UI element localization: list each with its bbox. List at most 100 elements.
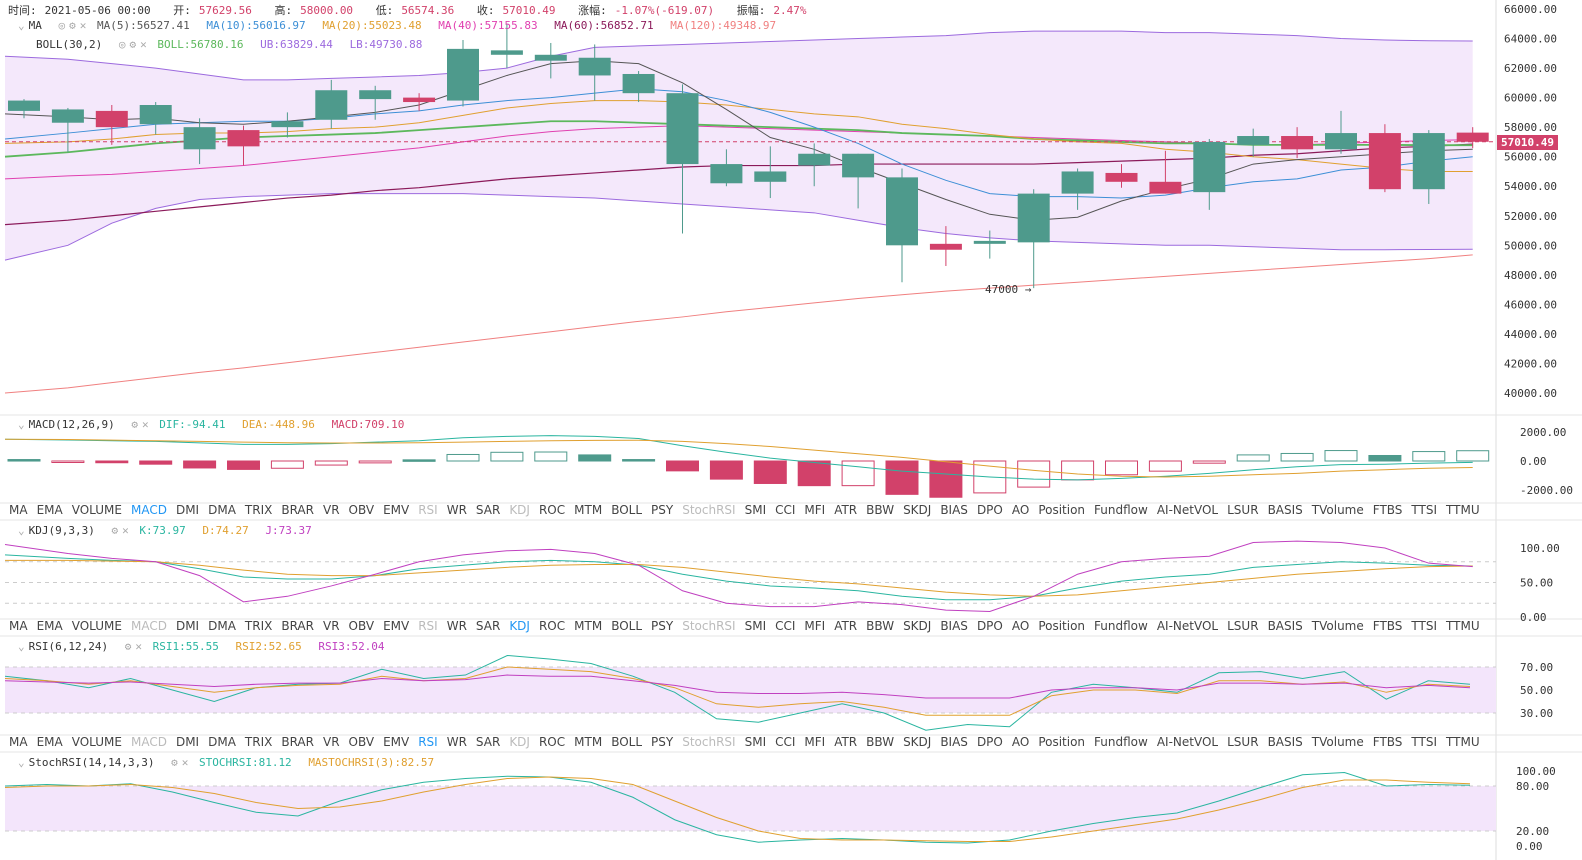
close-icon[interactable]: ✕ [122, 524, 129, 537]
gear-icon[interactable]: ⚙ [69, 19, 76, 32]
tab-fundflow[interactable]: Fundflow [1094, 735, 1148, 749]
tab-ttmu[interactable]: TTMU [1446, 503, 1480, 517]
collapse-icon[interactable]: ⌄ [18, 418, 25, 431]
tab-ma[interactable]: MA [9, 619, 28, 633]
tab-basis[interactable]: BASIS [1267, 735, 1303, 749]
tab-obv[interactable]: OBV [348, 735, 375, 749]
tab-skdj[interactable]: SKDJ [903, 735, 932, 749]
collapse-icon[interactable]: ⌄ [18, 524, 25, 537]
close-icon[interactable]: ✕ [140, 38, 147, 51]
tab-sar[interactable]: SAR [475, 735, 501, 749]
tab-skdj[interactable]: SKDJ [903, 619, 932, 633]
tab-stochrsi[interactable]: StochRSI [682, 735, 736, 749]
tab-dpo[interactable]: DPO [976, 619, 1003, 633]
tab-mtm[interactable]: MTM [574, 503, 603, 517]
tab-ttmu[interactable]: TTMU [1446, 619, 1480, 633]
tab-position[interactable]: Position [1038, 619, 1086, 633]
tab-ttmu[interactable]: TTMU [1446, 735, 1480, 749]
tab-position[interactable]: Position [1038, 735, 1086, 749]
tab-rsi[interactable]: RSI [418, 503, 438, 517]
tab-kdj[interactable]: KDJ [509, 619, 530, 633]
tab-ai-netvol[interactable]: AI-NetVOL [1156, 503, 1219, 517]
tab-ftbs[interactable]: FTBS [1372, 735, 1403, 749]
gear-icon[interactable]: ⚙ [171, 756, 178, 769]
tab-sar[interactable]: SAR [475, 503, 501, 517]
tab-dma[interactable]: DMA [208, 503, 236, 517]
tab-brar[interactable]: BRAR [281, 619, 314, 633]
tab-bbw[interactable]: BBW [866, 619, 895, 633]
tab-dmi[interactable]: DMI [175, 619, 200, 633]
tab-dmi[interactable]: DMI [175, 735, 200, 749]
close-icon[interactable]: ✕ [135, 640, 142, 653]
tab-psy[interactable]: PSY [651, 619, 674, 633]
tab-trix[interactable]: TRIX [244, 503, 273, 517]
tab-ao[interactable]: AO [1011, 619, 1030, 633]
tab-bias[interactable]: BIAS [940, 735, 968, 749]
tab-bbw[interactable]: BBW [866, 503, 895, 517]
tab-sar[interactable]: SAR [475, 619, 501, 633]
tab-wr[interactable]: WR [446, 735, 467, 749]
collapse-icon[interactable]: ⌄ [18, 19, 25, 32]
tab-atr[interactable]: ATR [834, 735, 858, 749]
tab-boll[interactable]: BOLL [611, 619, 643, 633]
tab-volume[interactable]: VOLUME [71, 619, 122, 633]
tab-tvolume[interactable]: TVolume [1311, 735, 1364, 749]
tab-bbw[interactable]: BBW [866, 735, 895, 749]
tab-ema[interactable]: EMA [36, 503, 63, 517]
tab-ao[interactable]: AO [1011, 503, 1030, 517]
tab-mfi[interactable]: MFI [804, 619, 826, 633]
tab-fundflow[interactable]: Fundflow [1094, 619, 1148, 633]
close-icon[interactable]: ✕ [79, 19, 87, 32]
tab-smi[interactable]: SMI [744, 735, 767, 749]
tab-obv[interactable]: OBV [348, 619, 375, 633]
tab-ttsi[interactable]: TTSI [1411, 503, 1438, 517]
tab-macd[interactable]: MACD [130, 503, 167, 517]
tab-ai-netvol[interactable]: AI-NetVOL [1156, 735, 1219, 749]
tab-obv[interactable]: OBV [348, 503, 375, 517]
tab-cci[interactable]: CCI [775, 735, 796, 749]
tab-emv[interactable]: EMV [383, 735, 410, 749]
tab-ttsi[interactable]: TTSI [1411, 735, 1438, 749]
tab-wr[interactable]: WR [446, 619, 467, 633]
tab-volume[interactable]: VOLUME [71, 735, 122, 749]
tab-lsur[interactable]: LSUR [1227, 735, 1259, 749]
tab-psy[interactable]: PSY [651, 735, 674, 749]
tab-cci[interactable]: CCI [775, 619, 796, 633]
tab-brar[interactable]: BRAR [281, 503, 314, 517]
close-icon[interactable]: ✕ [141, 418, 149, 431]
tab-vr[interactable]: VR [322, 735, 340, 749]
tab-boll[interactable]: BOLL [611, 735, 643, 749]
tab-position[interactable]: Position [1038, 503, 1086, 517]
tab-rsi[interactable]: RSI [418, 619, 438, 633]
tab-ma[interactable]: MA [9, 735, 28, 749]
tab-macd[interactable]: MACD [130, 619, 167, 633]
tab-mfi[interactable]: MFI [804, 735, 826, 749]
tab-basis[interactable]: BASIS [1267, 503, 1303, 517]
tab-smi[interactable]: SMI [744, 619, 767, 633]
tab-ema[interactable]: EMA [36, 735, 63, 749]
tab-atr[interactable]: ATR [834, 619, 858, 633]
tab-vr[interactable]: VR [322, 619, 340, 633]
tab-dmi[interactable]: DMI [175, 503, 200, 517]
tab-trix[interactable]: TRIX [244, 735, 273, 749]
tab-cci[interactable]: CCI [775, 503, 796, 517]
gear-icon[interactable]: ⚙ [111, 524, 119, 537]
gear-icon[interactable]: ⚙ [124, 640, 132, 653]
tab-dma[interactable]: DMA [208, 735, 236, 749]
tab-atr[interactable]: ATR [834, 503, 858, 517]
tab-dpo[interactable]: DPO [976, 503, 1003, 517]
tab-tvolume[interactable]: TVolume [1311, 503, 1364, 517]
tab-bias[interactable]: BIAS [940, 503, 968, 517]
tab-ftbs[interactable]: FTBS [1372, 619, 1403, 633]
tab-dpo[interactable]: DPO [976, 735, 1003, 749]
eye-icon[interactable]: ◎ [118, 38, 126, 51]
tab-roc[interactable]: ROC [538, 503, 566, 517]
tab-ma[interactable]: MA [9, 503, 28, 517]
tab-stochrsi[interactable]: StochRSI [682, 619, 736, 633]
tab-kdj[interactable]: KDJ [509, 503, 530, 517]
close-icon[interactable]: ✕ [181, 756, 189, 769]
tab-stochrsi[interactable]: StochRSI [682, 503, 736, 517]
tab-emv[interactable]: EMV [383, 619, 410, 633]
gear-icon[interactable]: ⚙ [129, 38, 137, 51]
tab-skdj[interactable]: SKDJ [903, 503, 932, 517]
